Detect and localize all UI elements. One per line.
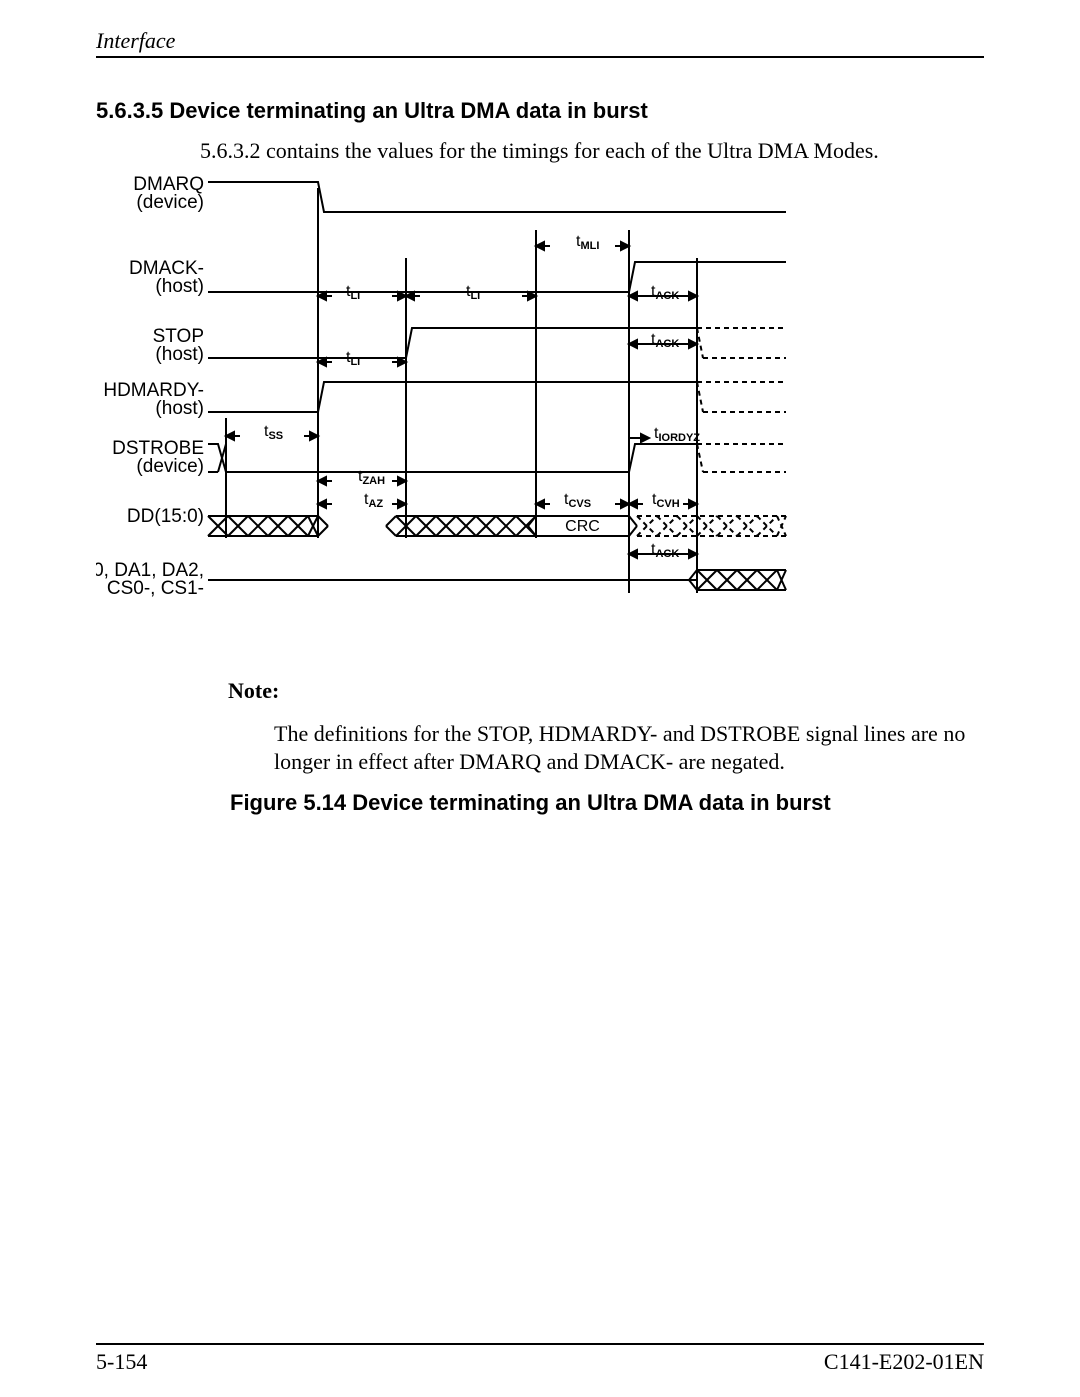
svg-text:(host): (host) (155, 344, 204, 365)
svg-text:tSS: tSS (264, 423, 283, 442)
svg-text:tAZ: tAZ (364, 491, 383, 510)
header-rule (96, 56, 984, 58)
svg-text:(device): (device) (136, 192, 204, 213)
svg-text:tLI: tLI (466, 283, 480, 302)
note-text: The definitions for the STOP, HDMARDY- a… (274, 720, 984, 775)
figure-caption: Figure 5.14 Device terminating an Ultra … (230, 790, 831, 816)
svg-text:tLI: tLI (346, 283, 360, 302)
doc-id: C141-E202-01EN (824, 1349, 984, 1375)
page-header: Interface (96, 28, 984, 54)
svg-text:tACK: tACK (651, 331, 679, 350)
svg-text:DD(15:0): DD(15:0) (127, 506, 204, 527)
svg-text:CS0-, CS1-: CS0-, CS1- (107, 578, 204, 599)
svg-text:tMLI: tMLI (576, 233, 599, 252)
svg-text:(host): (host) (155, 276, 204, 297)
footer-rule (96, 1343, 984, 1345)
svg-text:tLI: tLI (346, 349, 360, 368)
svg-text:tIORDYZ: tIORDYZ (654, 425, 700, 444)
svg-text:tACK: tACK (651, 541, 679, 560)
page-number: 5-154 (96, 1349, 147, 1375)
section-title: 5.6.3.5 Device terminating an Ultra DMA … (96, 98, 648, 124)
svg-text:tCVH: tCVH (652, 491, 680, 510)
svg-text:tCVS: tCVS (564, 491, 591, 510)
svg-text:(device): (device) (136, 456, 204, 477)
svg-text:tZAH: tZAH (358, 468, 385, 487)
note-label: Note: (228, 678, 279, 704)
intro-text: 5.6.3.2 contains the values for the timi… (200, 138, 879, 164)
svg-text:tACK: tACK (651, 283, 679, 302)
svg-text:CRC: CRC (565, 518, 600, 535)
svg-text:(host): (host) (155, 398, 204, 419)
timing-diagram: DMARQ(device)DMACK-(host)STOP(host)HDMAR… (96, 168, 984, 608)
